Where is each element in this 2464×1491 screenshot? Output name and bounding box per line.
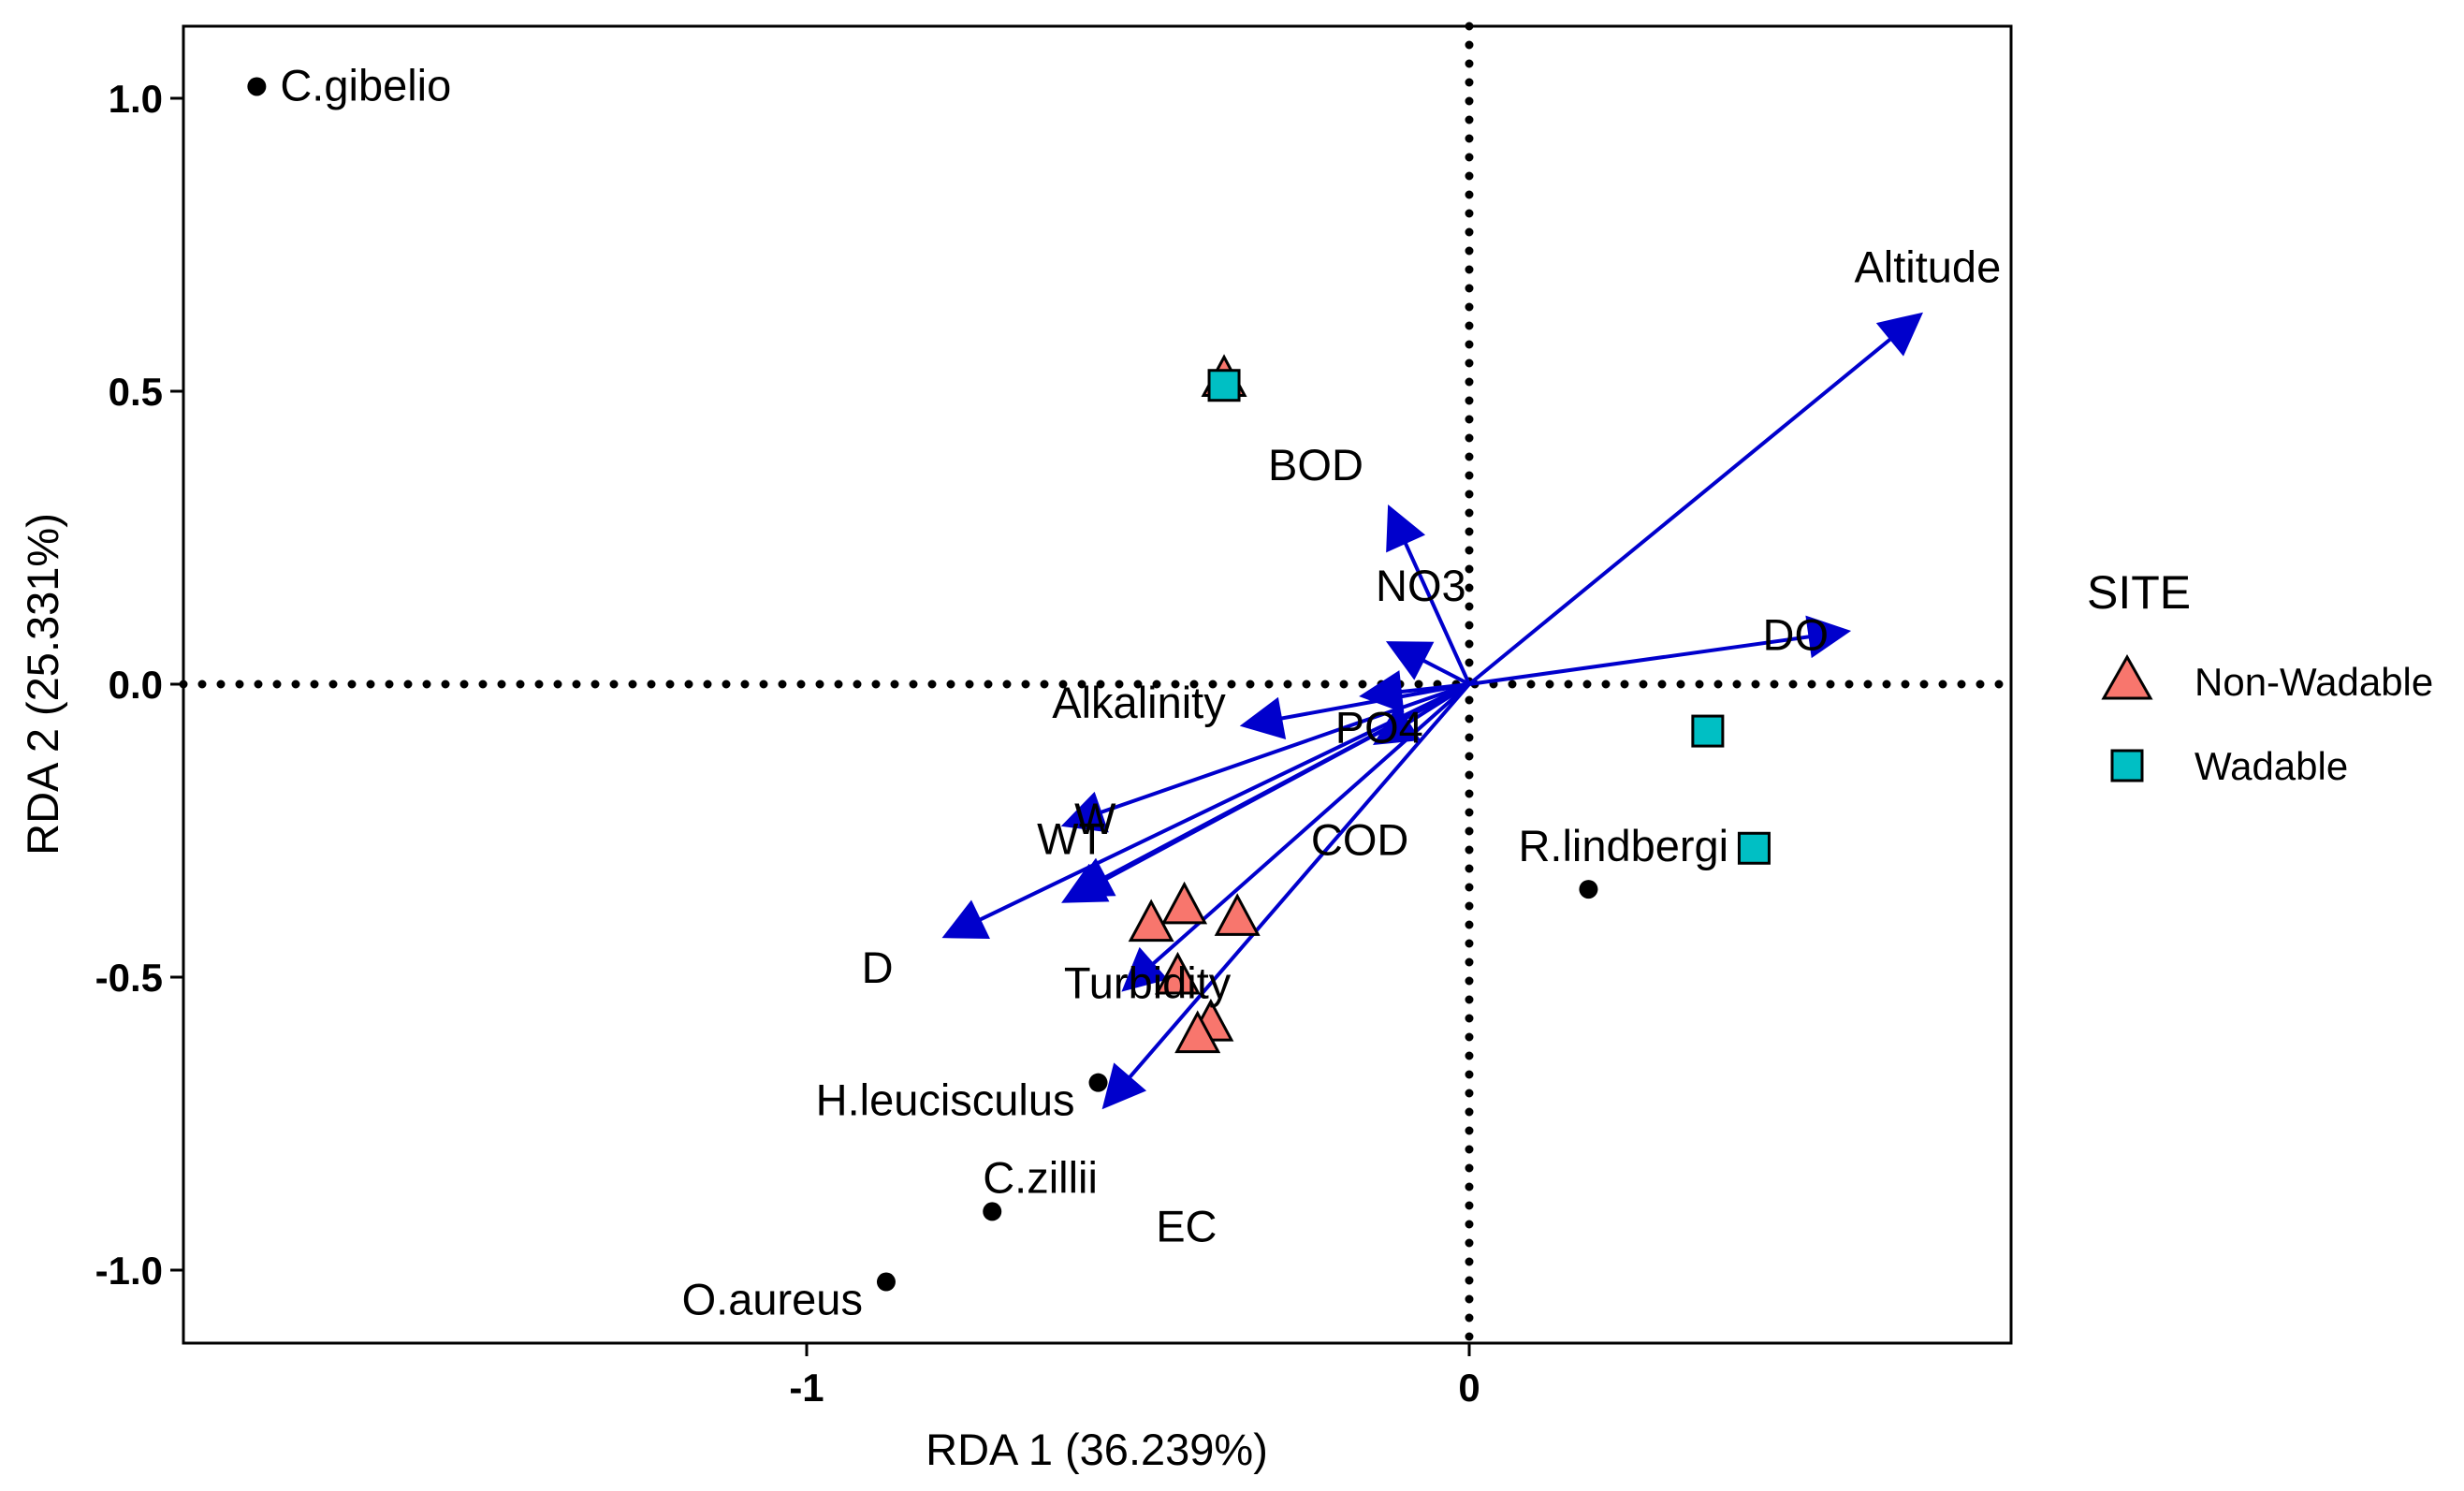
species-point-h-leucisculus <box>1088 1073 1108 1092</box>
vector-alkalinity <box>1239 682 1470 740</box>
non-wadable-site-point <box>1154 951 1201 995</box>
legend-label-wadable: Wadable <box>2194 744 2348 788</box>
legend-key-wadable <box>2110 749 2144 782</box>
vector-w <box>1060 682 1470 833</box>
vector-d <box>941 682 1470 939</box>
vector-label-bod: BOD <box>1268 440 1363 490</box>
x-axis-ticks: -1 0 <box>789 1343 1480 1410</box>
vector-turbidity <box>1121 682 1471 992</box>
legend-title: SITE <box>2087 566 2191 619</box>
y-tick-label: 0.5 <box>109 370 163 414</box>
species-scores <box>247 77 1598 1292</box>
species-point-o-aureus <box>876 1272 896 1292</box>
vector-label-alkalinity: Alkalinity <box>1052 678 1226 727</box>
non-wadable-site-point <box>1174 1010 1221 1054</box>
vector-po4 <box>1359 670 1470 713</box>
legend-entries: Non-Wadable Wadable <box>2101 653 2433 788</box>
vector-do <box>1468 615 1852 686</box>
species-label-o-aureus: O.aureus <box>682 1275 863 1324</box>
x-tick-label: -1 <box>789 1366 824 1410</box>
vector-altitude <box>1467 312 1923 686</box>
vector-unlabeled <box>1101 682 1471 1110</box>
y-tick-label: 0.0 <box>109 663 163 707</box>
species-point-r-lindbergi <box>1579 880 1598 899</box>
vector-label-d: D <box>862 943 894 992</box>
site-scores <box>1128 354 1771 1054</box>
species-label-c-zillii: C.zillii <box>983 1152 1098 1202</box>
legend: SITE Non-Wadable Wadable <box>2087 566 2433 788</box>
vector-label-wt: WT <box>1037 814 1105 864</box>
wadable-site-point <box>1737 831 1771 865</box>
species-label-h-leucisculus: H.leucisculus <box>816 1075 1075 1125</box>
vector-label-do: DO <box>1763 610 1830 660</box>
x-axis-title: RDA 1 (36.239%) <box>926 1425 1268 1474</box>
text-labels: Altitude DO BOD NO3 Alkalinity PO4 COD W EC WT D Tu… <box>280 60 2001 1323</box>
species-label-c-gibelio: C.gibelio <box>280 60 451 110</box>
non-wadable-site-point <box>1161 881 1208 925</box>
species-label-r-lindbergi: R.lindbergi <box>1518 821 1728 870</box>
vector-label-altitude: Altitude <box>1854 242 2001 292</box>
vector-label-ec: EC <box>1156 1201 1217 1250</box>
vector-no3 <box>1385 641 1470 686</box>
vector-label-po4: PO4 <box>1335 703 1423 753</box>
vector-bod <box>1386 504 1471 685</box>
species-point-c-gibelio <box>247 77 267 96</box>
x-tick-label: 0 <box>1458 1366 1480 1410</box>
y-tick-label: -1.0 <box>95 1249 163 1293</box>
y-axis-ticks: 1.0 0.5 0.0 -0.5 -1.0 <box>95 77 183 1293</box>
vector-label-no3: NO3 <box>1376 561 1466 610</box>
vector-label-turbidity: Turbidity <box>1064 958 1232 1008</box>
species-point-c-zillii <box>983 1202 1002 1221</box>
environmental-vectors <box>941 312 1923 1110</box>
vector-wt <box>1061 682 1470 903</box>
vector-label-cod: COD <box>1311 815 1408 865</box>
y-tick-label: -0.5 <box>95 956 163 1000</box>
wadable-site-point <box>1207 369 1241 402</box>
legend-key-non-wadable <box>2101 653 2153 700</box>
non-wadable-site-point <box>1128 899 1174 943</box>
wadable-site-point <box>1691 714 1725 748</box>
y-axis-title: RDA 2 (25.331%) <box>18 513 67 855</box>
vector-label-w: W <box>1074 794 1116 843</box>
non-wadable-site-point <box>1214 893 1261 936</box>
y-tick-label: 1.0 <box>109 77 163 121</box>
legend-label-non-wadable: Non-Wadable <box>2194 660 2433 704</box>
